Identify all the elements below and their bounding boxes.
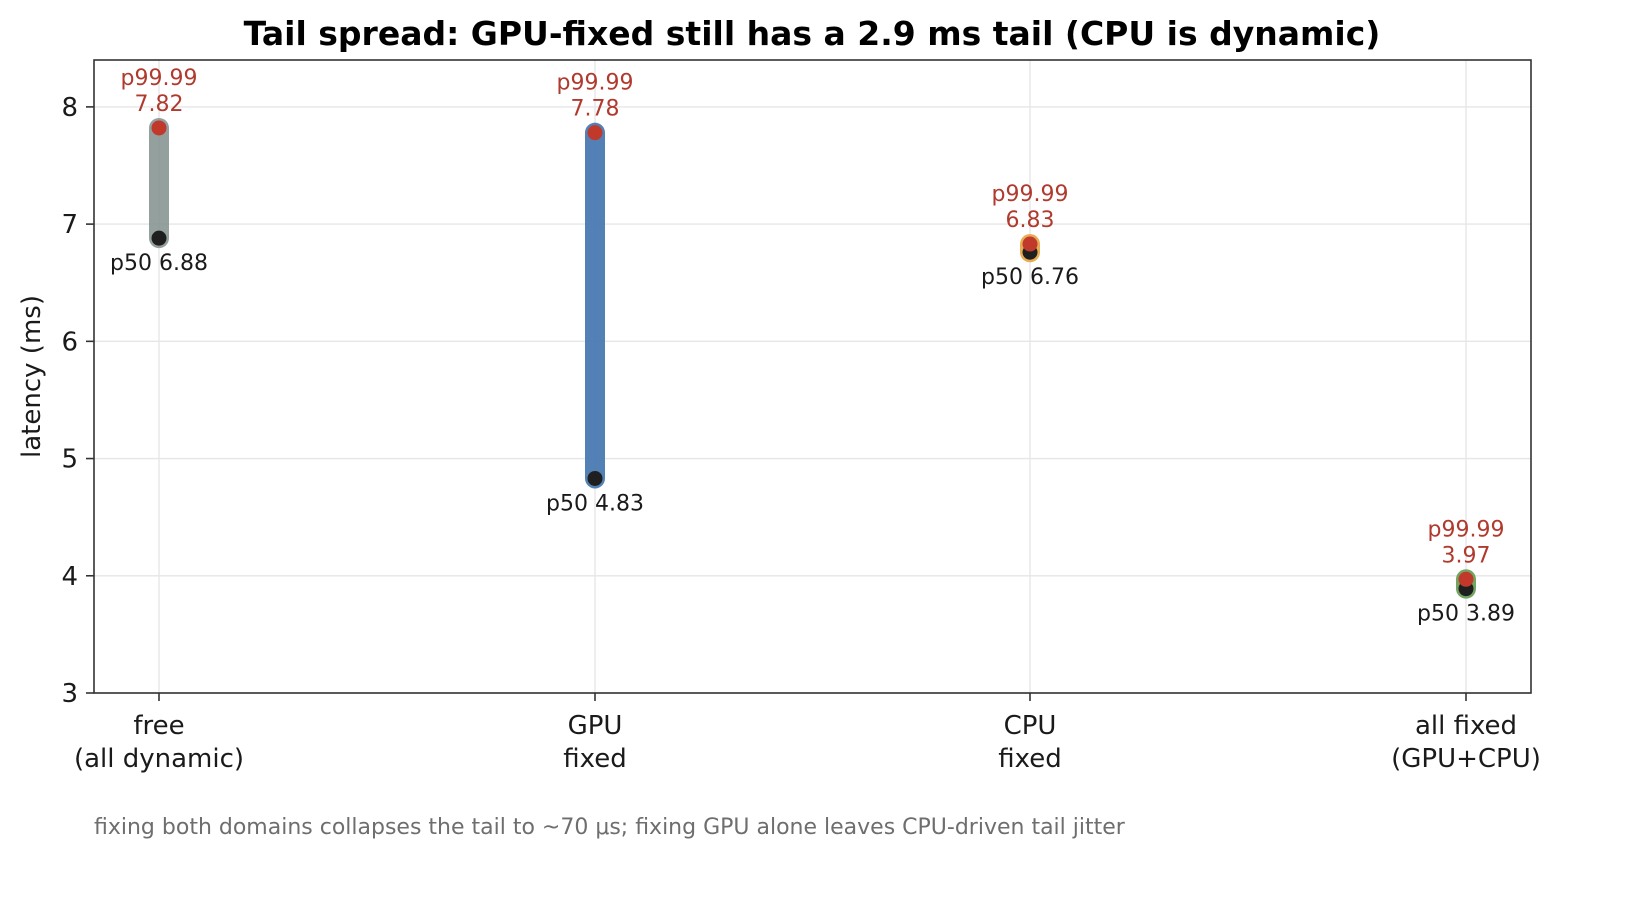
x-tick-label-line1: all fixed	[1415, 711, 1517, 741]
y-tick-label: 4	[61, 562, 78, 592]
p50-label: p50 6.76	[981, 265, 1079, 290]
p50-label: p50 3.89	[1417, 602, 1515, 627]
y-tick-label: 7	[61, 210, 78, 240]
p9999-value-label: 6.83	[1006, 208, 1055, 233]
x-tick-label-line1: GPU	[568, 711, 623, 741]
x-tick-label-line2: fixed	[563, 744, 626, 774]
plot-area-frame	[93, 59, 1532, 694]
y-tick-label: 6	[61, 327, 78, 357]
p9999-tag-label: p99.99	[992, 182, 1069, 207]
x-tick-label-line2: (GPU+CPU)	[1391, 744, 1541, 774]
chart-title: Tail spread: GPU-fixed still has a 2.9 m…	[244, 14, 1381, 53]
p9999-value-label: 7.78	[571, 97, 620, 122]
y-tick-label: 8	[61, 93, 78, 123]
p9999-tag-label: p99.99	[1428, 517, 1505, 542]
y-axis-ticks: 3 4 5 6 7 8	[61, 93, 94, 709]
x-tick-label-line2: fixed	[998, 744, 1061, 774]
chart-caption: fixing both domains collapses the tail t…	[94, 815, 1126, 840]
p50-label: p50 6.88	[110, 251, 208, 276]
range-bars	[149, 117, 1476, 599]
p50-marker	[151, 230, 167, 246]
x-tick-label-line2: (all dynamic)	[74, 744, 244, 774]
x-tick-label-line1: CPU	[1004, 711, 1057, 741]
p9999-value-label: 3.97	[1442, 543, 1491, 568]
p50-label: p50 4.83	[546, 491, 644, 516]
p9999-value-label: 7.82	[135, 92, 184, 117]
p9999-marker	[1458, 571, 1474, 587]
p50-marker	[587, 470, 603, 486]
p9999-marker	[151, 120, 167, 136]
p9999-marker	[1022, 236, 1038, 252]
p9999-tag-label: p99.99	[557, 71, 634, 96]
x-tick-label-line1: free	[133, 711, 184, 741]
percentile-markers	[151, 120, 1474, 597]
grid-layer	[94, 60, 1531, 694]
p9999-tag-label: p99.99	[121, 66, 198, 91]
y-tick-label: 5	[61, 445, 78, 475]
y-tick-label: 3	[61, 679, 78, 709]
p9999-marker	[587, 125, 603, 141]
y-axis-label: latency (ms)	[17, 295, 47, 458]
